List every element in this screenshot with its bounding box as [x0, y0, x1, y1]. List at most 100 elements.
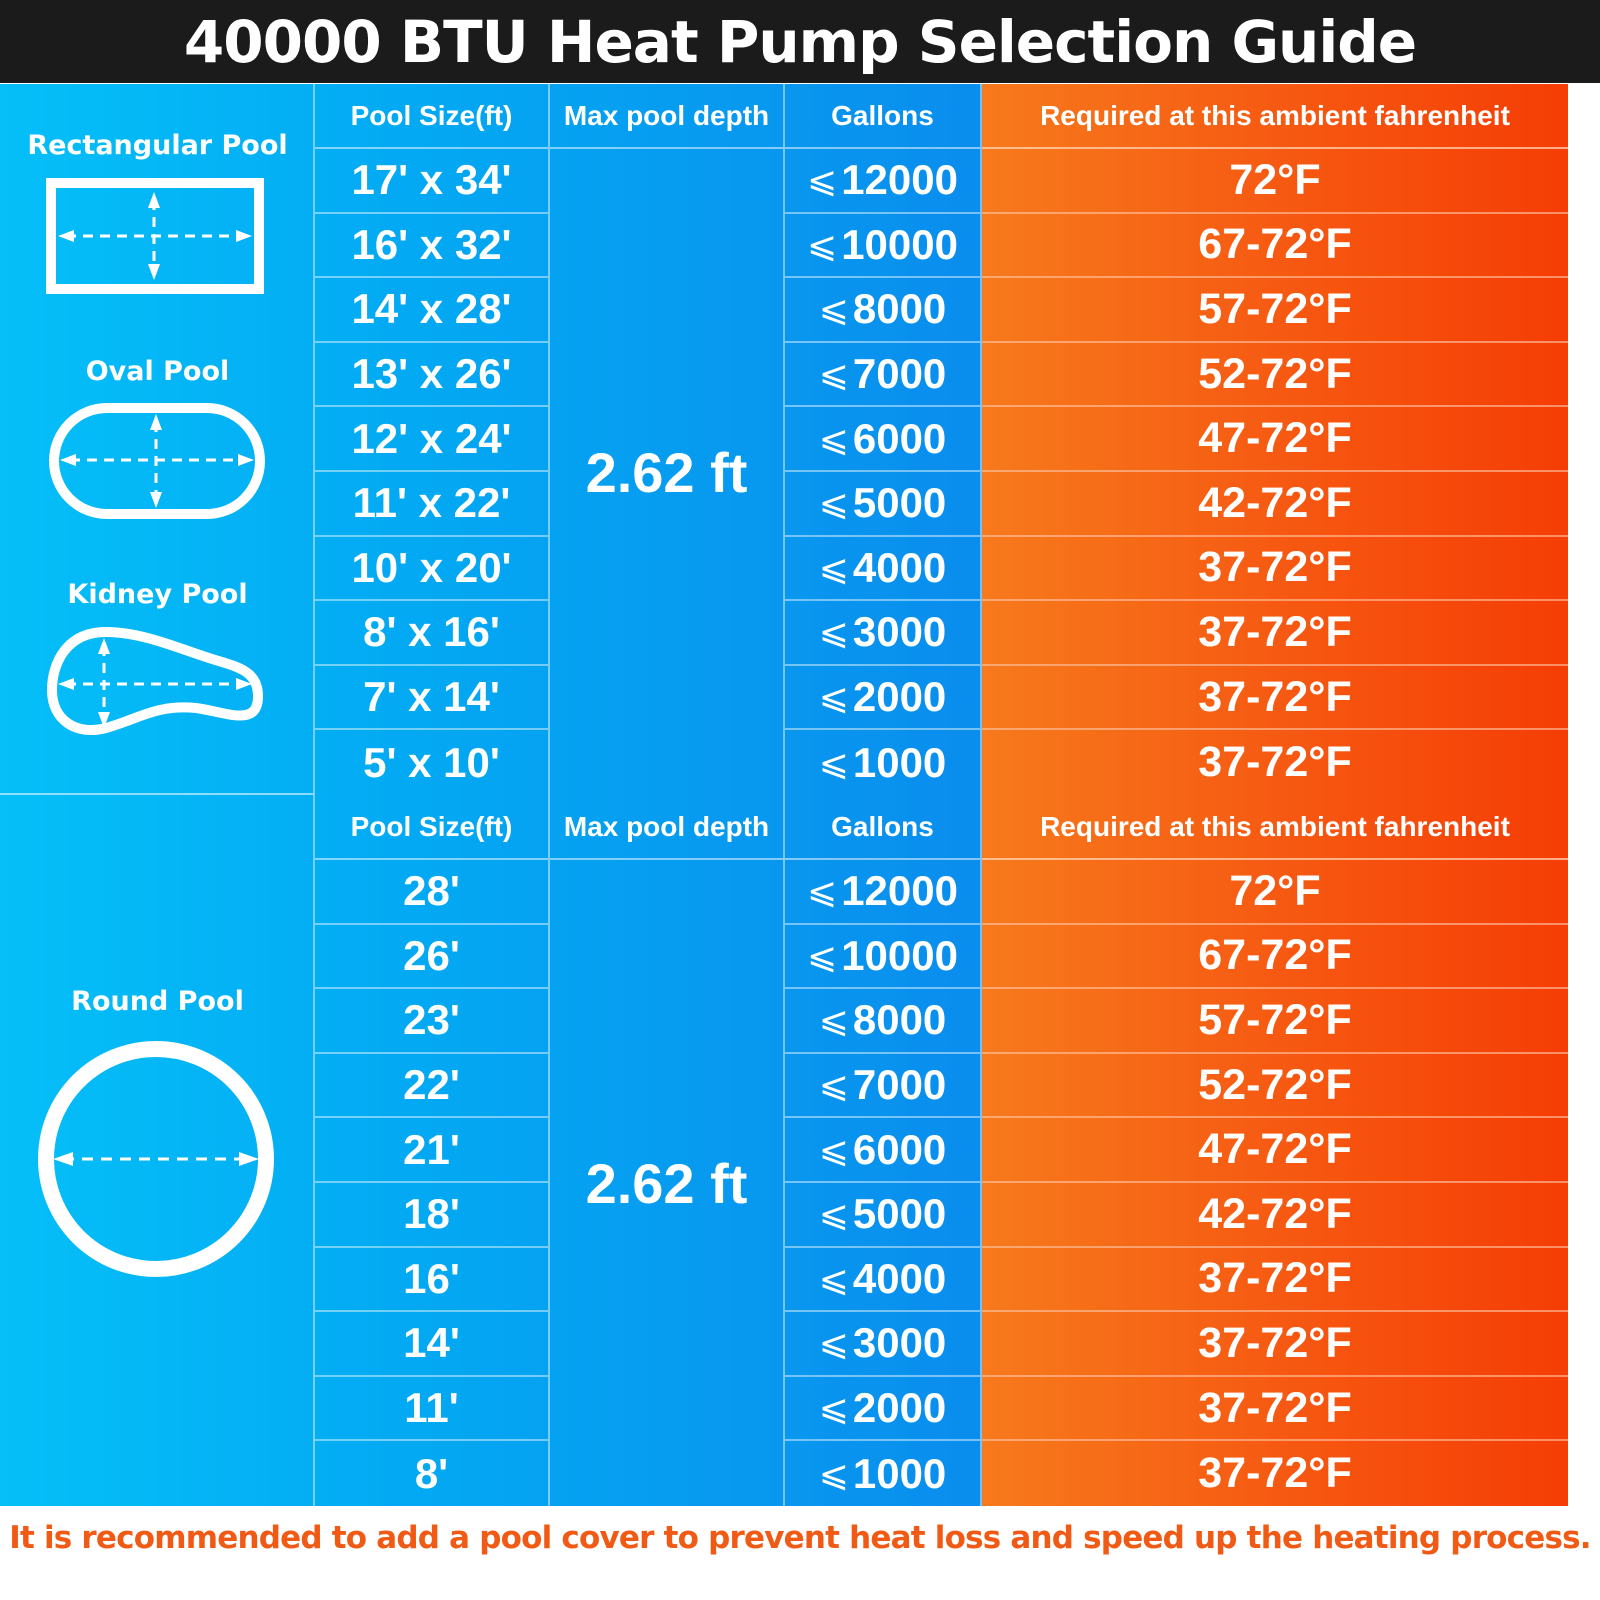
pool-size-cell: 10' x 20'	[315, 536, 550, 602]
gallons-cell: ⩽ 1000	[785, 730, 982, 795]
max-depth-value: 2.62 ft	[550, 149, 785, 795]
selection-guide-table: Rectangular Pool Oval Pool Kidne	[0, 84, 1568, 1506]
less-equal-icon: ⩽	[818, 1257, 849, 1299]
ambient-temp-cell: 47-72°F	[982, 407, 1568, 472]
oval-pool-icon	[49, 403, 265, 519]
page-title: 40000 BTU Heat Pump Selection Guide	[0, 0, 1600, 83]
ambient-temp-cell: 37-72°F	[1198, 738, 1352, 787]
ambient-temp-cell: 67-72°F	[982, 214, 1568, 279]
orange-background	[982, 795, 1568, 1506]
less-equal-icon: ⩽	[818, 546, 849, 588]
pool-size-cell: 18'	[315, 1183, 550, 1248]
gallons-cell: ⩽ 3000	[785, 601, 982, 666]
gallons-cell: ⩽ 8000	[785, 278, 982, 343]
ambient-temp-cell: 37-72°F	[1198, 1449, 1352, 1498]
less-equal-icon: ⩽	[818, 676, 849, 718]
less-equal-icon: ⩽	[818, 482, 849, 524]
shape-label-kidney: Kidney Pool	[67, 579, 248, 610]
pool-size-cell: 16'	[315, 1247, 550, 1313]
less-equal-icon: ⩽	[818, 1452, 849, 1494]
gallons-cell: ⩽ 5000	[785, 472, 982, 537]
gallons-value: 8000	[852, 285, 947, 333]
shape-label-oval: Oval Pool	[85, 356, 230, 387]
less-equal-icon: ⩽	[818, 1064, 849, 1106]
pool-size-cell: 21'	[315, 1118, 550, 1183]
ambient-temp-cell: 57-72°F	[982, 278, 1568, 343]
pool-size-cell: 12' x 24'	[315, 407, 550, 472]
ambient-temp-cell: 42-72°F	[982, 472, 1568, 537]
gallons-value: 1000	[852, 1449, 947, 1497]
less-equal-icon: ⩽	[807, 159, 838, 201]
header-max-depth: Max pool depth	[550, 84, 785, 149]
ambient-temp-cell: 57-72°F	[982, 989, 1568, 1054]
gallons-value: 8000	[852, 996, 947, 1044]
pool-size-cell: 16' x 32'	[315, 213, 550, 279]
ambient-temp-cell: 52-72°F	[982, 1054, 1568, 1119]
header-max-depth: Max pool depth	[550, 795, 785, 860]
gallons-cell: ⩽ 10000	[785, 924, 982, 990]
max-depth-value: 2.62 ft	[550, 860, 785, 1506]
round-pool-icon	[38, 1041, 274, 1277]
gallons-cell: ⩽ 12000	[785, 860, 982, 925]
pool-size-cell: 11'	[315, 1376, 550, 1442]
gallons-cell: ⩽ 6000	[785, 407, 982, 472]
less-equal-icon: ⩽	[818, 1128, 849, 1170]
header-ambient-temp: Required at this ambient fahrenheit	[982, 795, 1568, 860]
gallons-cell: ⩽ 1000	[785, 1441, 982, 1506]
ambient-temp-cell: 37-72°F	[982, 1312, 1568, 1377]
gallons-value: 1000	[852, 738, 947, 786]
less-equal-icon: ⩽	[818, 741, 849, 783]
pool-size-cell: 14'	[315, 1312, 550, 1377]
less-equal-icon: ⩽	[818, 999, 849, 1041]
gallons-value: 5000	[852, 1190, 947, 1238]
gallons-value: 6000	[852, 414, 947, 462]
pool-size-cell: 17' x 34'	[315, 149, 550, 214]
gallons-value: 2000	[852, 673, 947, 721]
rectangle-pool-icon	[46, 178, 264, 294]
gallons-value: 4000	[852, 1254, 947, 1302]
less-equal-icon: ⩽	[818, 1387, 849, 1429]
gallons-value: 10000	[841, 931, 958, 979]
gallons-cell: ⩽ 10000	[785, 213, 982, 279]
less-equal-icon: ⩽	[818, 1193, 849, 1235]
gallons-cell: ⩽ 4000	[785, 536, 982, 602]
section-rect-oval-kidney: Rectangular Pool Oval Pool Kidne	[0, 84, 1568, 795]
shape-label-rectangular: Rectangular Pool	[27, 130, 288, 161]
shape-label-round: Round Pool	[71, 986, 244, 1017]
gallons-cell: ⩽ 3000	[785, 1312, 982, 1377]
ambient-temp-cell: 72°F	[982, 149, 1568, 214]
gallons-cell: ⩽ 4000	[785, 1247, 982, 1313]
gallons-value: 4000	[852, 543, 947, 591]
gallons-cell: ⩽ 6000	[785, 1118, 982, 1183]
less-equal-icon: ⩽	[807, 870, 838, 912]
ambient-temp-cell: 37-72°F	[982, 666, 1568, 731]
section-round: Round Pool Pool Size(ft) Max pool depth …	[0, 795, 1568, 1506]
ambient-temp-cell: 72°F	[982, 860, 1568, 925]
gallons-value: 12000	[841, 156, 958, 204]
gallons-cell: ⩽ 7000	[785, 342, 982, 408]
ambient-temp-cell: 52-72°F	[982, 343, 1568, 408]
gallons-value: 2000	[852, 1384, 947, 1432]
less-equal-icon: ⩽	[807, 223, 838, 265]
gallons-value: 12000	[841, 867, 958, 915]
gallons-value: 3000	[852, 608, 947, 656]
gallons-cell: ⩽ 2000	[785, 665, 982, 731]
gallons-value: 10000	[841, 220, 958, 268]
ambient-temp-cell: 37-72°F	[982, 601, 1568, 666]
pool-size-cell: 28'	[315, 860, 550, 925]
table-rows: 2.62 ft 28' ⩽ 12000 72°F 26' ⩽ 10000 67-72°F 23'…	[0, 860, 1568, 1506]
table-rows: 2.62 ft 17' x 34' ⩽ 12000 72°F 16' x 32' ⩽ 100…	[0, 149, 1568, 795]
blue-background	[0, 795, 982, 1506]
header-gallons: Gallons	[785, 84, 982, 149]
gallons-cell: ⩽ 8000	[785, 989, 982, 1054]
gallons-value: 6000	[852, 1125, 947, 1173]
header-gallons: Gallons	[785, 795, 982, 860]
gallons-cell: ⩽ 5000	[785, 1183, 982, 1248]
header-ambient-temp: Required at this ambient fahrenheit	[982, 84, 1568, 149]
gallons-cell: ⩽ 7000	[785, 1053, 982, 1119]
less-equal-icon: ⩽	[818, 353, 849, 395]
pool-size-cell: 23'	[315, 989, 550, 1054]
pool-size-cell: 7' x 14'	[315, 665, 550, 731]
pool-size-cell: 5' x 10'	[315, 730, 550, 795]
ambient-temp-cell: 37-72°F	[982, 1377, 1568, 1442]
